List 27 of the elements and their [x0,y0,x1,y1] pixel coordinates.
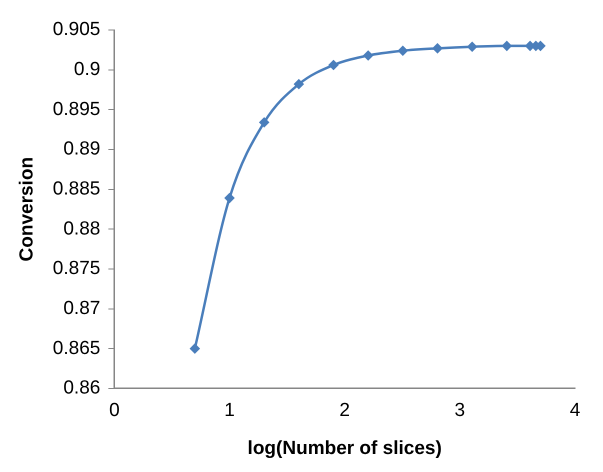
x-tick-label: 1 [224,400,235,422]
y-tick-label: 0.89 [63,138,100,160]
point [259,118,269,128]
y-tick-label: 0.87 [63,298,100,319]
point [224,193,234,203]
y-tick-label: 0.865 [52,338,100,359]
y-tick-label: 0.86 [63,378,100,399]
y-tick-label: 0.905 [52,19,100,40]
x-tick-label: 4 [570,400,581,422]
point [363,50,373,60]
x-axis-title: log(Number of slices) [248,438,442,459]
y-tick-label: 0.875 [52,258,100,280]
point [502,41,512,51]
point [398,46,408,56]
y-tick-label: 0.88 [63,218,100,240]
point [328,60,338,70]
x-tick-label: 0 [109,400,120,422]
x-tick-label: 2 [339,400,350,422]
x-tick-label: 3 [454,400,466,422]
point [294,79,304,89]
y-tick-label: 0.895 [52,98,100,120]
point [467,42,477,52]
y-axis-title: Conversion [16,156,38,262]
point [190,344,200,354]
point [432,44,442,54]
y-tick-label: 0.9 [74,59,100,80]
y-tick-label: 0.885 [52,178,100,200]
